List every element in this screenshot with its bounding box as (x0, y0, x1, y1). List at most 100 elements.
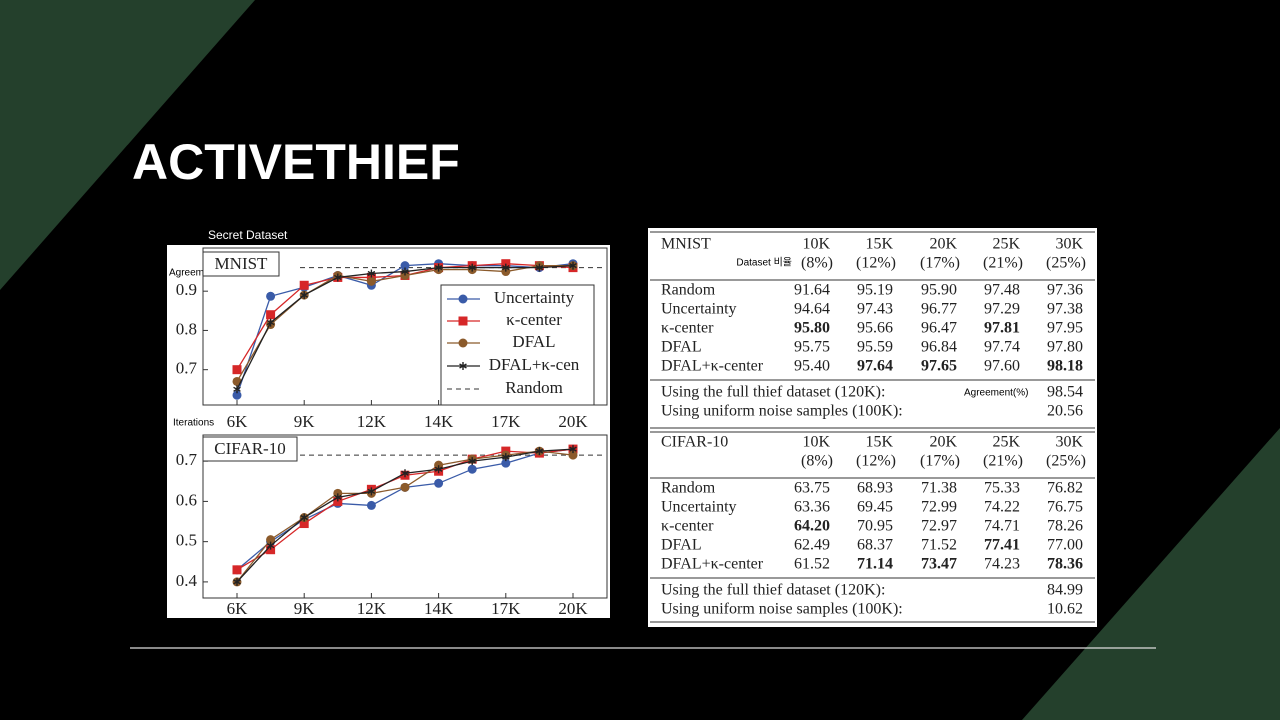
y-tick-label: 0.6 (176, 490, 197, 509)
marker (266, 535, 276, 545)
table-cell: 97.80 (1047, 339, 1083, 356)
marker (458, 316, 468, 326)
table-cell: 98.18 (1047, 358, 1083, 375)
marker (367, 487, 376, 496)
legend-label: DFAL (512, 332, 555, 351)
x-tick-label: 20K (558, 599, 588, 618)
table-cell: DFAL+κ-center (661, 556, 764, 573)
corner-shape (0, 0, 255, 290)
table-cell: 76.82 (1047, 480, 1083, 497)
marker (299, 280, 309, 290)
table-subheader: (17%) (920, 453, 960, 470)
marker (434, 263, 443, 272)
y-tick-label: 0.5 (176, 531, 197, 550)
table-footer: Using uniform noise samples (100K): (661, 403, 903, 420)
table-cell: 71.52 (921, 537, 957, 554)
table-cell: 96.47 (921, 320, 957, 337)
table-cell: 97.81 (984, 320, 1020, 337)
table-header: 15K (865, 236, 893, 253)
annotation: Secret Dataset (208, 228, 288, 242)
table-cell: 97.48 (984, 282, 1020, 299)
table-subheader: (12%) (856, 453, 896, 470)
x-tick-label: 12K (357, 412, 387, 431)
marker (366, 276, 376, 286)
marker (434, 478, 444, 488)
table-subheader: (12%) (856, 255, 896, 272)
marker (266, 541, 275, 550)
table-cell: 75.33 (984, 480, 1020, 497)
marker (568, 450, 578, 460)
table-cell: 71.38 (921, 480, 957, 497)
marker (232, 376, 242, 386)
marker (459, 362, 467, 370)
table-cell: 96.77 (921, 301, 957, 318)
slide-title: ACTIVETHIEF (132, 134, 460, 190)
marker (468, 457, 477, 466)
table-cell: 97.60 (984, 358, 1020, 375)
annotation: Iterations (173, 418, 214, 429)
marker (333, 496, 343, 506)
marker (233, 385, 241, 394)
table-cell: 78.26 (1047, 518, 1083, 535)
table-cell: 73.47 (921, 556, 957, 573)
table-cell: 95.75 (794, 339, 830, 356)
marker (366, 500, 376, 510)
marker (232, 565, 242, 575)
marker (299, 519, 309, 529)
x-tick-label: 17K (491, 412, 521, 431)
table-note: Agreement(%) (964, 388, 1028, 399)
marker (367, 269, 376, 278)
y-tick-label: 0.8 (176, 319, 197, 338)
x-tick-label: 9K (294, 412, 316, 431)
x-tick-label: 6K (227, 599, 249, 618)
table-cell: 77.41 (984, 537, 1020, 554)
marker (569, 261, 577, 270)
marker (266, 545, 276, 555)
table-cell: 91.64 (794, 282, 830, 299)
table-cell: 94.64 (794, 301, 830, 318)
table-cell: 97.38 (1047, 301, 1083, 318)
table-header: 20K (929, 434, 957, 451)
plot-frame (202, 247, 608, 406)
table-cell: 69.45 (857, 499, 893, 516)
marker (467, 464, 477, 474)
table-cell: 95.59 (857, 339, 893, 356)
table-subheader: (21%) (983, 453, 1023, 470)
table-cell: Random (661, 282, 716, 299)
marker (434, 465, 443, 474)
table-cell: 97.43 (857, 301, 893, 318)
table-cell: 95.66 (857, 320, 893, 337)
plot-frame (202, 434, 608, 599)
table-cell: 76.75 (1047, 499, 1083, 516)
corner-shape (1022, 428, 1280, 720)
table-header: 25K (992, 434, 1020, 451)
marker (300, 513, 309, 522)
table-cell: 74.22 (984, 499, 1020, 516)
table-header: 20K (929, 236, 957, 253)
marker (501, 263, 510, 272)
table-cell: 95.90 (921, 282, 957, 299)
table-cell: 72.99 (921, 499, 957, 516)
table-cell: 97.74 (984, 339, 1020, 356)
marker (501, 458, 511, 468)
chart-title-box (202, 436, 298, 462)
table-header: 10K (802, 434, 830, 451)
table-subheader: (8%) (801, 453, 833, 470)
marker (232, 390, 242, 400)
table-header: 30K (1055, 236, 1083, 253)
marker (458, 338, 468, 348)
table-note: Dataset 비율 (736, 257, 792, 269)
legend-label: Random (505, 378, 563, 397)
marker (401, 469, 409, 478)
table-footer: Using uniform noise samples (100K): (661, 601, 903, 618)
marker (569, 445, 577, 454)
table-cell: 70.95 (857, 518, 893, 535)
table-subheader: (8%) (801, 255, 833, 272)
table-cell: 97.65 (921, 358, 957, 375)
x-tick-label: 14K (424, 412, 454, 431)
chart-title: CIFAR-10 (214, 439, 285, 458)
legend-label: DFAL+κ-cen (489, 355, 580, 374)
x-tick-label: 17K (491, 599, 521, 618)
chart-title: MNIST (215, 254, 269, 273)
